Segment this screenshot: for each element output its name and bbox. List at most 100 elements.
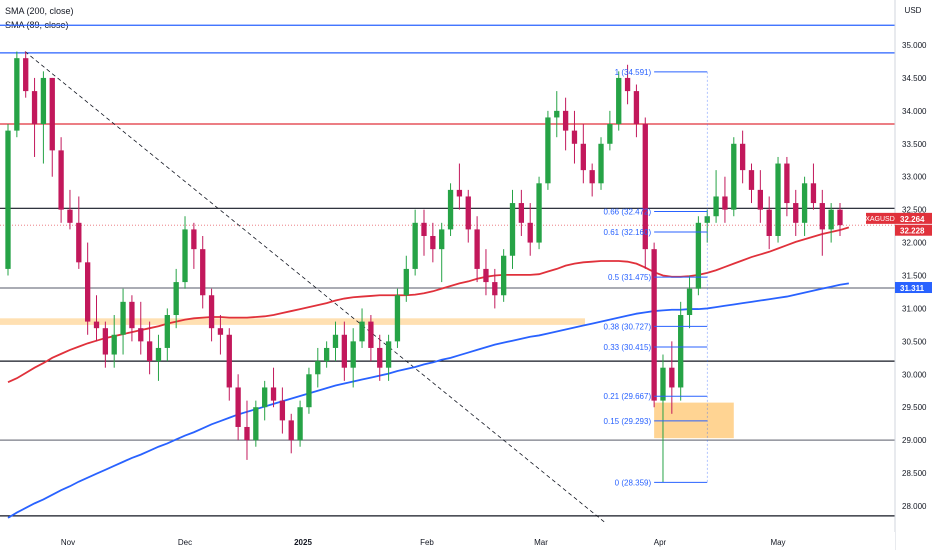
candle-body: [306, 374, 312, 408]
descending-trendline: [24, 51, 606, 523]
candle: [474, 216, 480, 283]
candle: [642, 117, 648, 269]
candle: [819, 189, 825, 256]
candle-body: [288, 420, 294, 441]
candle: [288, 413, 294, 454]
candle-body: [784, 163, 790, 204]
candle: [456, 163, 463, 210]
candle-body: [474, 229, 480, 269]
candle-body: [31, 91, 38, 125]
candle: [76, 196, 82, 269]
candle: [332, 321, 339, 362]
candle: [297, 400, 303, 447]
candle: [40, 71, 47, 164]
candle-body: [660, 367, 666, 401]
candle: [439, 222, 445, 283]
candle-body: [828, 209, 834, 230]
candle: [368, 315, 374, 362]
candle: [678, 301, 684, 401]
candle-body: [456, 189, 463, 197]
candle-body: [279, 400, 286, 421]
candle: [748, 163, 755, 204]
sma200-legend-label: SMA (200, close): [5, 6, 74, 16]
x-tick-label: Apr: [654, 538, 667, 547]
candle-body: [483, 268, 489, 283]
x-tick-label: 2025: [294, 538, 312, 547]
candle: [580, 124, 586, 184]
candle-body: [501, 255, 507, 296]
candle-body: [359, 321, 365, 342]
candle: [598, 137, 604, 190]
candle-body: [589, 170, 595, 184]
candle: [111, 315, 117, 368]
candle-body: [837, 209, 843, 226]
candle-body: [669, 367, 675, 388]
y-tick-label: 35.000: [902, 41, 927, 50]
x-tick-label: May: [770, 538, 785, 547]
price-badge-value: 32.264: [900, 215, 925, 224]
time-axis-bg: [0, 532, 895, 550]
candle-body: [350, 341, 356, 368]
candle-body: [93, 321, 100, 329]
fib-level-label: 0.66 (32.472): [604, 207, 652, 216]
candle: [253, 400, 259, 447]
candle-body: [173, 282, 179, 316]
candle-body: [430, 235, 436, 250]
candle-body: [85, 262, 91, 322]
candle: [191, 222, 197, 269]
candle-body: [545, 117, 551, 184]
candle-body: [439, 229, 445, 250]
candle: [155, 334, 162, 381]
candle-body: [447, 189, 454, 230]
candle: [315, 347, 321, 388]
candle-body: [731, 143, 737, 210]
candle: [616, 71, 622, 131]
candle: [14, 51, 20, 138]
candle: [562, 97, 569, 151]
candle: [465, 189, 471, 243]
candle: [164, 308, 170, 362]
candle: [129, 295, 135, 342]
candle-body: [5, 130, 11, 269]
candle: [208, 288, 215, 342]
candle: [633, 84, 640, 138]
candle: [182, 216, 188, 289]
candle: [217, 315, 224, 355]
candle-body: [412, 222, 418, 269]
candle-body: [536, 183, 542, 243]
candle-body: [155, 347, 162, 362]
candle-body: [492, 282, 498, 296]
fib-level-label: 0.33 (30.415): [604, 343, 652, 352]
candle-body: [518, 203, 525, 223]
candle: [545, 110, 551, 190]
candle: [509, 189, 516, 269]
y-tick-label: 33.500: [902, 140, 927, 149]
candle-body: [766, 209, 772, 236]
candle: [483, 249, 489, 296]
candle-body: [23, 58, 29, 92]
candle-body: [509, 203, 516, 256]
candle-body: [571, 130, 578, 144]
candle: [624, 64, 631, 105]
candle-body: [465, 196, 471, 230]
candle: [412, 209, 418, 276]
candle: [501, 249, 507, 302]
candle-body: [713, 196, 719, 217]
candle: [793, 189, 799, 236]
candle: [430, 222, 436, 263]
candle: [385, 334, 392, 381]
candle-body: [704, 216, 710, 223]
candle: [651, 242, 657, 408]
candle: [306, 367, 312, 414]
candle-body: [146, 341, 153, 362]
candle-body: [182, 229, 188, 283]
candle-body: [67, 209, 73, 223]
candle: [607, 110, 613, 151]
candle: [527, 203, 533, 256]
candle: [394, 288, 401, 348]
candle-body: [191, 229, 197, 250]
candle-body: [757, 189, 763, 210]
candle-body: [58, 150, 64, 210]
candle-body: [607, 124, 613, 144]
